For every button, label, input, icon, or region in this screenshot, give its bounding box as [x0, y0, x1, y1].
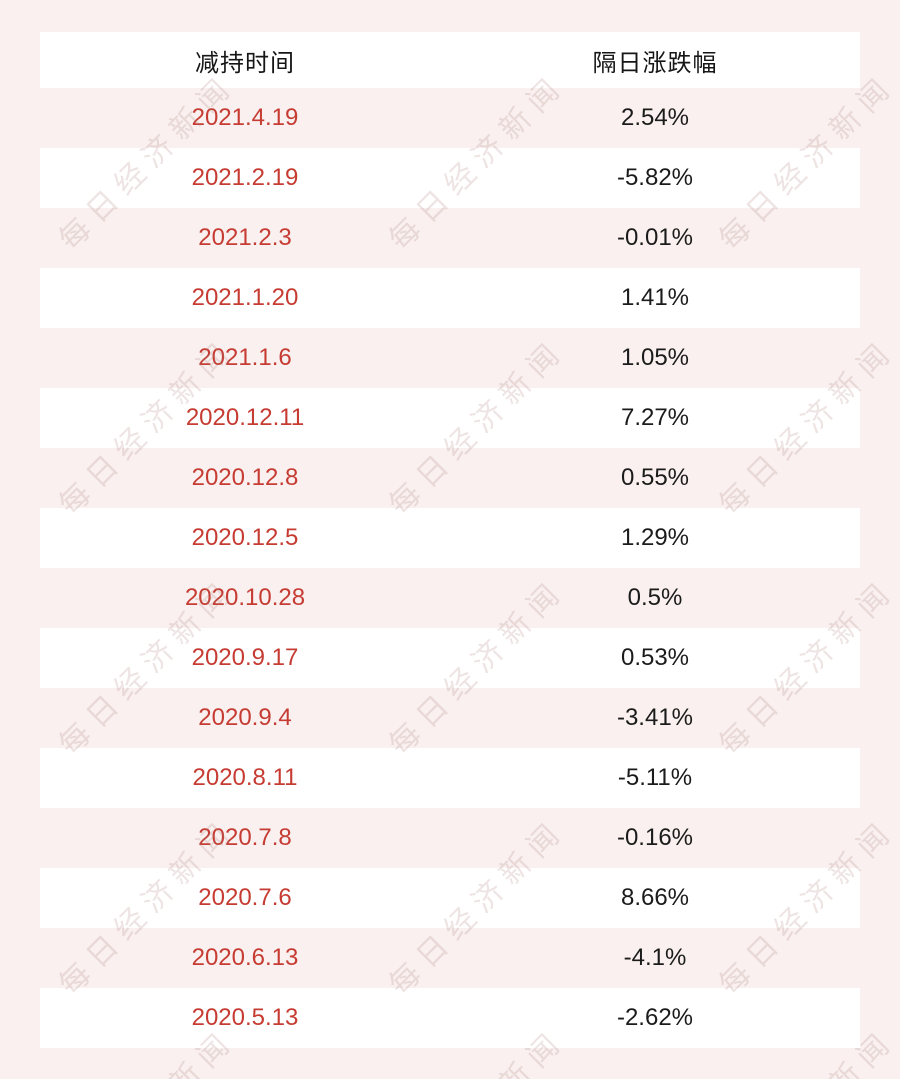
- table-row: 2021.2.19 -5.82%: [40, 148, 860, 208]
- cell-date: 2020.12.5: [191, 524, 299, 551]
- cell-change: -2.62%: [616, 1004, 694, 1031]
- table-row: 2021.4.19 2.54%: [40, 88, 860, 148]
- table-body: 2021.4.19 2.54% 2021.2.19 -5.82% 2021.2.3 -0.…: [40, 88, 860, 1048]
- cell-date: 2021.4.19: [191, 104, 299, 131]
- cell-date: 2021.1.20: [191, 284, 299, 311]
- cell-date: 2020.6.13: [191, 944, 299, 971]
- table-row: 2020.10.28 0.5%: [40, 568, 860, 628]
- column-header-reduction-time: 减持时间: [195, 49, 295, 77]
- cell-change: 2.54%: [620, 104, 690, 131]
- table-row: 2020.12.11 7.27%: [40, 388, 860, 448]
- cell-change: -5.82%: [616, 164, 694, 191]
- table-row: 2020.9.4 -3.41%: [40, 688, 860, 748]
- cell-change: 1.05%: [620, 344, 690, 371]
- cell-change: 7.27%: [620, 404, 690, 431]
- table-row: 2021.1.20 1.41%: [40, 268, 860, 328]
- cell-date: 2020.9.17: [191, 644, 299, 671]
- table-header-row: 减持时间 隔日涨跌幅: [40, 32, 860, 88]
- table-row: 2020.12.5 1.29%: [40, 508, 860, 568]
- table-row: 2020.9.17 0.53%: [40, 628, 860, 688]
- table-row: 2020.6.13 -4.1%: [40, 928, 860, 988]
- cell-change: 0.5%: [627, 584, 683, 611]
- cell-change: -0.01%: [616, 224, 694, 251]
- cell-date: 2021.1.6: [198, 344, 292, 371]
- cell-change: -5.11%: [617, 764, 693, 791]
- cell-date: 2020.7.8: [198, 824, 292, 851]
- table-row: 2020.7.6 8.66%: [40, 868, 860, 928]
- cell-change: 8.66%: [620, 884, 690, 911]
- cell-date: 2020.12.11: [185, 404, 305, 431]
- cell-date: 2021.2.19: [191, 164, 299, 191]
- table-row: 2021.1.6 1.05%: [40, 328, 860, 388]
- cell-change: 0.55%: [620, 464, 690, 491]
- cell-change: -0.16%: [616, 824, 694, 851]
- table-row: 2020.12.8 0.55%: [40, 448, 860, 508]
- cell-change: 1.41%: [620, 284, 690, 311]
- cell-date: 2020.9.4: [198, 704, 292, 731]
- cell-date: 2021.2.3: [198, 224, 292, 251]
- cell-change: 0.53%: [620, 644, 690, 671]
- table-row: 2020.5.13 -2.62%: [40, 988, 860, 1048]
- cell-change: -4.1%: [623, 944, 687, 971]
- cell-change: -3.41%: [616, 704, 694, 731]
- data-table: 减持时间 隔日涨跌幅 2021.4.19 2.54% 2021.2.19 -5.82%…: [40, 32, 860, 1048]
- cell-date: 2020.12.8: [191, 464, 299, 491]
- cell-date: 2020.5.13: [191, 1004, 299, 1031]
- column-header-next-day-change: 隔日涨跌幅: [592, 49, 718, 77]
- table-row: 2020.7.8 -0.16%: [40, 808, 860, 868]
- cell-date: 2020.10.28: [184, 584, 306, 611]
- table-row: 2020.8.11 -5.11%: [40, 748, 860, 808]
- table-row: 2021.2.3 -0.01%: [40, 208, 860, 268]
- cell-date: 2020.8.11: [192, 764, 298, 791]
- cell-date: 2020.7.6: [198, 884, 292, 911]
- cell-change: 1.29%: [620, 524, 690, 551]
